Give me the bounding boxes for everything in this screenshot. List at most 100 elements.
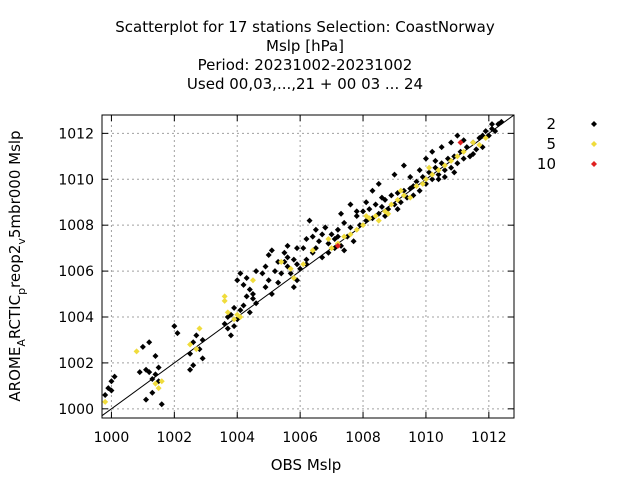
data-point-series-2 xyxy=(199,336,206,343)
data-point-series-2 xyxy=(108,378,115,385)
data-point-series-2 xyxy=(306,217,313,224)
legend: 2 5 10 xyxy=(537,115,597,173)
x-axis-label: OBS Mslp xyxy=(271,456,342,474)
data-point-series-5 xyxy=(152,380,159,387)
data-point-series-2 xyxy=(470,151,477,158)
data-point-series-2 xyxy=(441,167,448,174)
data-point-series-2 xyxy=(237,270,244,277)
data-point-series-5 xyxy=(413,183,420,190)
data-point-series-2 xyxy=(293,261,300,268)
data-point-series-2 xyxy=(287,270,294,277)
data-point-series-5 xyxy=(193,346,200,353)
data-point-series-2 xyxy=(243,274,250,281)
data-point-series-2 xyxy=(360,208,367,215)
data-point-series-2 xyxy=(152,353,159,360)
data-point-series-2 xyxy=(146,339,153,346)
data-point-series-2 xyxy=(378,194,385,201)
data-point-series-5 xyxy=(385,210,392,217)
legend-label-10: 10 xyxy=(537,155,556,173)
data-point-series-2 xyxy=(454,132,461,139)
data-point-series-2 xyxy=(328,231,335,238)
y-label-sub-c: v xyxy=(15,238,28,245)
data-point-series-2 xyxy=(190,362,197,369)
data-point-series-2 xyxy=(448,164,455,171)
data-point-series-2 xyxy=(400,162,407,169)
data-point-series-2 xyxy=(319,231,326,238)
data-point-series-2 xyxy=(347,224,354,231)
data-point-series-5 xyxy=(363,213,370,219)
data-point-series-2 xyxy=(271,268,278,275)
data-point-series-2 xyxy=(353,213,360,219)
data-point-series-2 xyxy=(240,281,247,288)
data-point-series-2 xyxy=(187,366,194,373)
x-tick-label: 1000 xyxy=(94,430,130,446)
data-point-series-2 xyxy=(253,268,260,275)
y-tick-label: 1004 xyxy=(58,310,94,326)
y-label-sub-a: A xyxy=(15,339,28,347)
x-tick-label: 1012 xyxy=(471,430,507,446)
data-point-series-2 xyxy=(303,235,310,242)
data-point-series-2 xyxy=(303,256,310,263)
y-label-part-b: RCTIC xyxy=(6,295,24,339)
data-point-series-5 xyxy=(360,222,367,229)
title-line-4: Used 00,03,...,21 + 00 03 ... 24 xyxy=(187,75,423,93)
data-point-series-5 xyxy=(460,148,467,155)
data-point-series-2 xyxy=(253,300,260,307)
data-point-series-2 xyxy=(454,160,461,167)
data-point-series-5 xyxy=(397,187,404,194)
data-point-series-5 xyxy=(325,235,332,242)
data-point-series-2 xyxy=(300,245,307,252)
data-point-series-5 xyxy=(435,167,442,174)
data-point-series-5 xyxy=(196,325,203,332)
data-point-series-2 xyxy=(316,238,323,245)
data-point-series-2 xyxy=(265,277,272,284)
data-point-series-2 xyxy=(136,369,143,376)
data-point-series-5 xyxy=(372,213,379,219)
data-point-series-2 xyxy=(246,286,253,293)
data-point-series-2 xyxy=(378,203,385,210)
data-point-series-5 xyxy=(231,316,238,323)
axis-ticks: 1000 1002 1004 1006 1008 1010 1012 1000 1002 1004… xyxy=(58,115,514,446)
data-point-series-2 xyxy=(482,128,489,135)
data-point-series-2 xyxy=(275,258,282,265)
legend-label-5: 5 xyxy=(546,135,556,153)
data-point-series-2 xyxy=(457,148,464,155)
data-point-series-5 xyxy=(328,245,335,252)
data-point-series-2 xyxy=(363,199,370,206)
data-point-series-2 xyxy=(498,118,505,125)
data-point-series-5 xyxy=(422,176,429,183)
data-point-series-5 xyxy=(278,258,285,265)
data-point-series-2 xyxy=(268,291,275,298)
data-point-series-2 xyxy=(290,284,297,291)
data-point-series-2 xyxy=(240,302,247,309)
title-line-2: Mslp [hPa] xyxy=(266,37,344,55)
data-point-series-2 xyxy=(438,144,445,151)
data-point-series-2 xyxy=(265,252,272,259)
title-line-3: Period: 20231002-20231002 xyxy=(198,56,413,74)
y-tick-label: 1008 xyxy=(58,218,94,234)
data-point-series-2 xyxy=(322,224,329,231)
data-point-series-2 xyxy=(199,355,206,362)
data-point-series-2 xyxy=(460,155,467,162)
y-tick-label: 1000 xyxy=(58,402,94,418)
data-point-series-2 xyxy=(347,201,354,208)
data-point-series-2 xyxy=(293,245,300,252)
data-point-series-2 xyxy=(262,263,269,270)
data-point-series-2 xyxy=(275,279,282,286)
data-point-series-5 xyxy=(426,164,433,171)
legend-marker-10 xyxy=(591,161,597,167)
data-point-series-5 xyxy=(102,398,109,405)
data-point-series-2 xyxy=(391,171,398,178)
data-point-series-2 xyxy=(448,139,455,146)
data-point-series-2 xyxy=(193,332,200,339)
data-point-series-2 xyxy=(146,369,153,376)
data-point-series-10 xyxy=(457,139,464,146)
data-point-series-2 xyxy=(249,291,256,298)
data-point-series-5 xyxy=(287,265,294,272)
data-point-series-2 xyxy=(325,249,332,256)
data-point-series-2 xyxy=(350,238,357,245)
data-point-series-5 xyxy=(221,293,228,300)
data-point-series-10 xyxy=(334,242,341,249)
x-tick-label: 1010 xyxy=(408,430,444,446)
data-point-series-2 xyxy=(435,176,442,183)
